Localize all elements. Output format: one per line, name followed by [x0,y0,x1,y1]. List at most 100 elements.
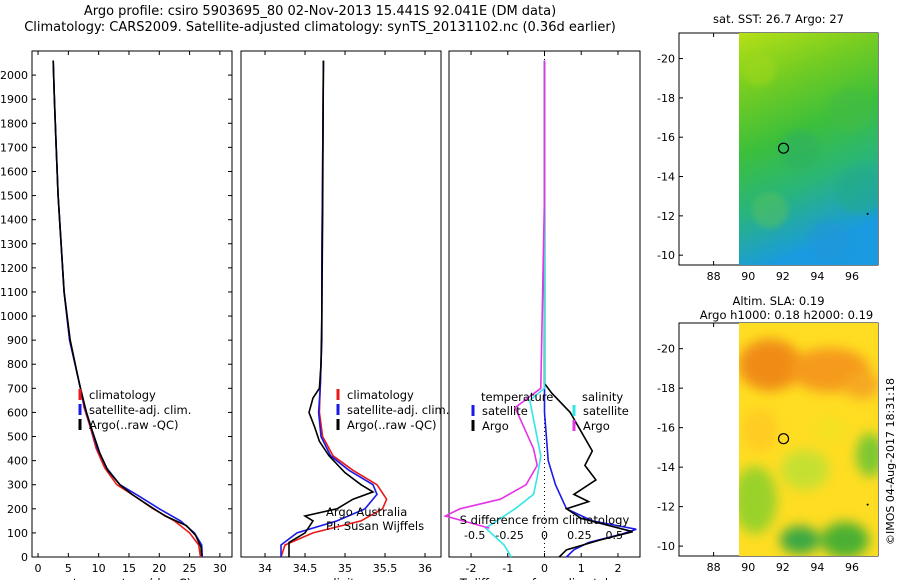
y-tick-label: -12 [657,501,675,514]
difference-xlabel: T difference from climatology [459,576,630,580]
x-tick-label: 90 [741,561,755,574]
s-tick-label: 0.25 [567,529,592,542]
x-tick-label: 20 [152,562,166,575]
x-tick-label: 94 [810,270,824,283]
y-tick-label: -12 [657,210,675,223]
x-tick-label: 15 [122,562,136,575]
y-tick-label: 2000 [0,69,28,82]
legend-label: satellite-adj. clim. [347,403,449,417]
legend-label: Argo [583,419,610,433]
y-tick-label: 200 [7,503,28,516]
legend-title-temperature: temperature [481,390,553,404]
temperature-frame [31,50,233,558]
series-line [288,60,375,557]
s-tick-label: -0.25 [495,529,523,542]
s-tick-label: 0.5 [606,529,624,542]
x-tick-label: -1 [502,562,513,575]
x-tick-label: 35 [338,562,352,575]
y-tick-label: 500 [7,431,28,444]
legend-label: satellite [482,404,528,418]
x-tick-label: 30 [213,562,227,575]
x-tick-label: 0 [541,562,548,575]
legend-title-salinity: salinity [582,390,623,404]
y-tick-label: -16 [657,131,675,144]
series-line [543,60,637,558]
y-tick-label: 1400 [0,214,28,227]
y-tick-label: -10 [657,249,675,262]
y-tick-label: 1600 [0,165,28,178]
x-tick-label: 88 [707,270,721,283]
y-tick-label: 400 [7,455,28,468]
y-tick-label: -10 [657,540,675,553]
x-tick-label: 25 [183,562,197,575]
x-tick-label: 88 [707,561,721,574]
y-tick-label: 1800 [0,117,28,130]
salinity-annotation: Argo Australia [326,505,407,519]
x-tick-label: 10 [92,562,106,575]
sla-map [739,323,878,556]
y-tick-label: -16 [657,422,675,435]
series-line [52,60,202,558]
y-tick-label: -20 [657,53,675,66]
salinity-frame [240,50,442,558]
x-tick-label: 96 [845,270,859,283]
y-tick-label: -14 [657,171,675,184]
legend-label: climatology [347,388,414,402]
y-tick-label: 600 [7,406,28,419]
series-line [52,60,204,558]
series-line [280,60,378,557]
y-tick-label: 300 [7,479,28,492]
s-tick-label: 0 [541,529,548,542]
x-tick-label: 34.5 [293,562,318,575]
x-tick-label: 92 [776,270,790,283]
x-tick-label: 1 [578,562,585,575]
series-line [52,60,203,556]
header-line2: Climatology: CARS2009. Satellite-adjuste… [24,20,616,35]
x-tick-label: 2 [614,562,621,575]
imos-stamp: ©IMOS 04-Aug-2017 18:31:18 [884,378,897,545]
argo-position-marker [777,142,790,154]
sst-map [739,33,878,265]
difference-s-label: S difference from climatology [460,513,630,527]
y-tick-label: 1900 [0,93,28,106]
legend-label: climatology [89,388,156,402]
y-tick-label: 800 [7,358,28,371]
y-tick-label: -18 [657,382,675,395]
series-line [443,60,546,529]
island-dot [866,503,869,506]
s-tick-label: -0.5 [464,529,485,542]
legend-label: Argo [482,419,509,433]
y-tick-label: 0 [21,551,28,564]
x-tick-label: 5 [65,562,72,575]
x-tick-label: 96 [845,561,859,574]
x-tick-label: 0 [35,562,42,575]
sla-map-subtitle: Argo h1000: 0.18 h2000: 0.19 [700,308,873,322]
legend-label: Argo(..raw -QC) [347,418,437,432]
y-tick-label: 900 [7,334,28,347]
sla-map-title: Altim. SLA: 0.19 [732,294,824,308]
x-tick-label: 90 [741,270,755,283]
argo-position-marker [777,433,790,445]
y-tick-label: 1700 [0,141,28,154]
legend-label: Argo(..raw -QC) [89,418,179,432]
y-tick-label: 1300 [0,238,28,251]
y-tick-label: 1100 [0,286,28,299]
legend-label: satellite [583,404,629,418]
salinity-xlabel: salinity [320,576,361,580]
y-tick-label: -20 [657,343,675,356]
x-tick-label: 94 [810,561,824,574]
temperature-xlabel: temperature (deg C) [73,576,191,580]
y-tick-label: 100 [7,527,28,540]
x-tick-label: -2 [466,562,477,575]
y-tick-label: -14 [657,461,675,474]
y-tick-label: 1500 [0,190,28,203]
legend-label: satellite-adj. clim. [89,403,191,417]
x-tick-label: 36 [418,562,432,575]
x-tick-label: 92 [776,561,790,574]
sst-map-title: sat. SST: 26.7 Argo: 27 [713,12,844,26]
y-tick-label: -18 [657,92,675,105]
series-line [543,60,633,558]
header-line1: Argo profile: csiro 5903695_80 02-Nov-20… [83,4,557,19]
y-tick-label: 1200 [0,262,28,275]
